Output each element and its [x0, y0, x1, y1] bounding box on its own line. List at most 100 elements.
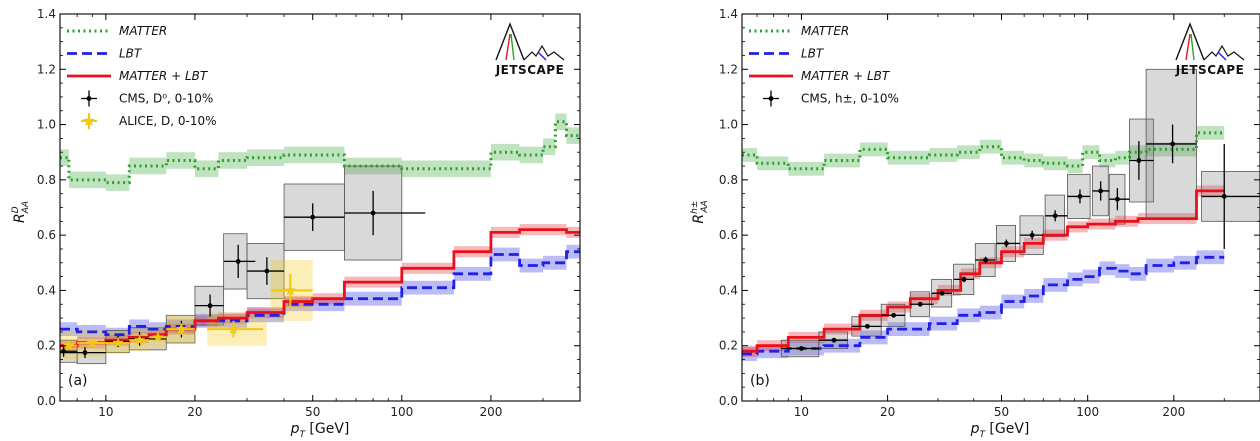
legend-item-lbt: LBT	[67, 47, 143, 61]
matter-band	[218, 152, 248, 169]
cms-legend-marker	[86, 96, 92, 101]
logo-text: JETSCAPE	[495, 63, 565, 77]
legend-item-matter: MATTER	[749, 24, 849, 38]
cms-point	[223, 244, 256, 278]
matter-band	[312, 146, 345, 164]
matter-band	[60, 149, 69, 167]
x-tick-label: 100	[390, 405, 413, 419]
cms-marker	[864, 323, 870, 329]
y-tick-label: 0.0	[719, 394, 738, 408]
y-tick-label: 0.2	[37, 339, 56, 353]
cms-point	[851, 323, 882, 329]
y-tick-label: 0.8	[719, 173, 738, 187]
cms-marker	[1170, 141, 1175, 147]
y-tick-label: 1.0	[719, 118, 738, 132]
y-tick-label: 0.4	[37, 283, 56, 297]
legend-label: CMS, h±, 0-10%	[801, 92, 899, 106]
logo-text: JETSCAPE	[1175, 63, 1245, 77]
legend-label: MATTER + LBT	[801, 69, 891, 83]
legend-item-cms: CMS, h±, 0-10%	[763, 90, 899, 107]
lbt-band	[543, 255, 567, 270]
cms-legend-marker	[768, 96, 774, 101]
cms-point	[996, 239, 1020, 248]
y-tick-label: 1.4	[37, 7, 56, 21]
alice-point	[105, 336, 130, 348]
logo-peak	[495, 22, 525, 61]
y-tick-label: 0.2	[719, 339, 738, 353]
logo-jet-blue	[537, 51, 547, 61]
alice-point	[270, 273, 313, 308]
y-axis-label: RDAA	[11, 201, 31, 223]
alice-marker	[175, 323, 188, 334]
cms-marker	[1136, 158, 1142, 163]
x-tick-label: 200	[479, 405, 502, 419]
logo-jet-blue	[1217, 51, 1227, 61]
legend: MATTER LBT MATTER + LBT CMS, h±, 0-10%	[749, 24, 899, 107]
cms-marker	[370, 210, 376, 216]
matter-band	[1067, 159, 1083, 173]
matter-band	[1129, 145, 1147, 160]
logo-peak	[1175, 22, 1205, 61]
matter-band	[929, 148, 958, 162]
matter-band	[742, 148, 758, 162]
cms-marker	[207, 303, 213, 309]
x-tick-label: 20	[187, 405, 202, 419]
cms-marker	[1052, 213, 1058, 219]
matter-band	[105, 174, 130, 191]
cms-point	[1092, 181, 1110, 201]
matter-band	[247, 149, 285, 167]
legend-label: LBT	[119, 47, 143, 61]
y-tick-label: 1.4	[719, 7, 738, 21]
matter_lbt-line	[742, 189, 1225, 353]
logo-jet-green	[1190, 33, 1195, 61]
cms-point	[931, 290, 952, 296]
matter-band	[887, 150, 930, 165]
cms-marker	[1098, 188, 1104, 194]
x-tick-label: 200	[1162, 405, 1185, 419]
alice-marker	[86, 336, 99, 348]
legend: MATTER LBT MATTER + LBT CMS, D⁰, 0-10% ALICE…	[67, 24, 217, 129]
lbt-band	[887, 322, 930, 337]
cms-marker	[983, 257, 989, 263]
x-tick-label: 100	[1076, 405, 1099, 419]
lbt-band	[566, 244, 580, 259]
cms-point	[953, 276, 974, 283]
matter-band	[435, 160, 491, 178]
matter-band	[194, 160, 219, 178]
matter-band	[284, 146, 313, 164]
alice-marker	[227, 323, 240, 334]
y-tick-label: 1.0	[37, 118, 56, 132]
alice-marker	[112, 336, 124, 348]
matter-band	[129, 157, 167, 175]
logo-jet-red	[505, 33, 511, 61]
matter-band	[859, 142, 888, 157]
matter-line	[742, 131, 1225, 171]
y-tick-label: 0.6	[37, 228, 56, 242]
plot-area	[60, 113, 580, 365]
alice-marker	[284, 284, 297, 296]
cms-point	[1045, 210, 1068, 222]
panel-b: Rh±AA pT [GeV] (b) 0.0 0.2 0.4 0.6 0.8 1.0 1.2…	[690, 7, 1260, 440]
legend-label: CMS, D⁰, 0-10%	[119, 92, 213, 106]
cms-point	[344, 190, 426, 236]
legend-item-lbt: LBT	[749, 47, 825, 61]
lbt-band	[957, 308, 980, 323]
legend-label: LBT	[801, 47, 825, 61]
cms-marker	[1221, 194, 1227, 199]
y-tick-label: 0.6	[719, 228, 738, 242]
logo-jet-green	[510, 33, 515, 61]
cms-marker	[82, 350, 88, 356]
lbt-band	[490, 247, 520, 262]
matter-band	[566, 127, 580, 144]
y-tick-label: 0.4	[719, 283, 738, 297]
cms-point	[1109, 188, 1130, 211]
y-tick-label: 1.2	[719, 62, 738, 76]
alice-marker	[63, 339, 75, 351]
y-tick-label: 1.2	[37, 62, 56, 76]
x-axis-label: pT [GeV]	[290, 421, 350, 440]
cms-point	[975, 256, 996, 264]
cms-marker	[891, 312, 897, 318]
matter-band	[1173, 142, 1197, 157]
cms-point	[1146, 124, 1197, 164]
cms-point	[247, 257, 285, 285]
